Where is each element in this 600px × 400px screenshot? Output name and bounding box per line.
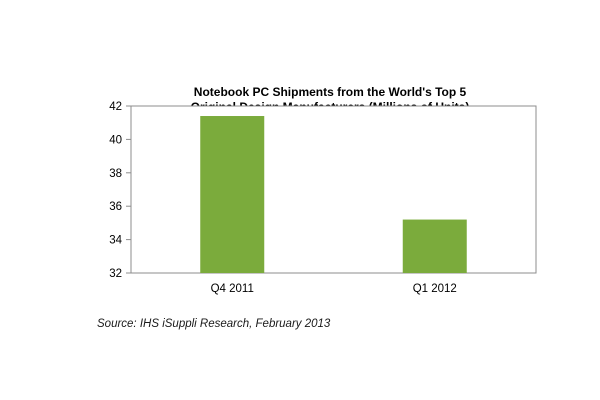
bars bbox=[200, 116, 467, 274]
y-tick-label: 38 bbox=[109, 168, 122, 180]
y-tick-label: 36 bbox=[109, 201, 122, 213]
bar-q1-2012 bbox=[402, 219, 467, 273]
source-note: Source: IHS iSuppli Research, February 2… bbox=[97, 318, 331, 330]
y-axis: 32 34 36 38 40 42 bbox=[109, 101, 131, 280]
y-tick-label: 42 bbox=[109, 101, 122, 113]
chart-title-line-1: Notebook PC Shipments from the World's T… bbox=[194, 85, 467, 99]
plot-area bbox=[130, 105, 537, 274]
y-tick-label: 34 bbox=[109, 235, 122, 247]
bar-q4-2011 bbox=[200, 116, 265, 274]
y-tick-label: 40 bbox=[109, 134, 122, 146]
y-tick-label: 32 bbox=[109, 268, 122, 280]
x-tick-label: Q1 2012 bbox=[413, 283, 457, 295]
x-axis: Q4 2011 Q1 2012 bbox=[211, 283, 457, 295]
x-tick-label: Q4 2011 bbox=[211, 283, 254, 295]
